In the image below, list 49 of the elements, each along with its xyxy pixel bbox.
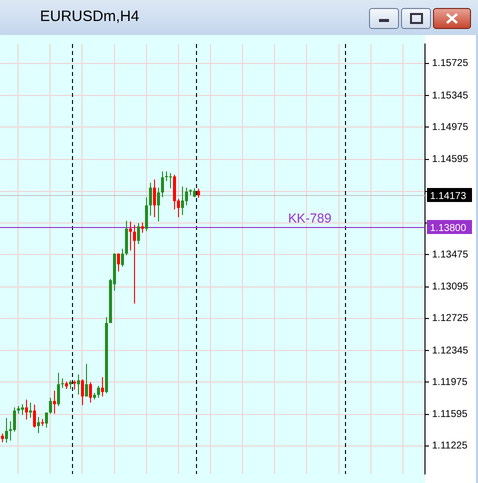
- candlestick: [149, 182, 152, 216]
- candlestick: [13, 406, 16, 432]
- y-tick-label: 1.11595: [432, 409, 468, 420]
- candlestick: [137, 222, 140, 244]
- y-tick-label: 1.14595: [432, 154, 469, 166]
- candlestick: [161, 171, 164, 198]
- candlestick: [185, 187, 188, 206]
- candlestick: [145, 196, 148, 232]
- candlestick: [89, 382, 92, 404]
- candlestick: [49, 397, 52, 414]
- text: 1.14173: [430, 190, 467, 202]
- y-tick-label: 1.12345: [432, 345, 469, 356]
- candlestick: [5, 418, 8, 444]
- y-tick-label: 1.15725: [432, 58, 469, 70]
- candlestick: [117, 252, 120, 272]
- candlestick: [193, 188, 196, 198]
- y-tick-label: 1.14975: [432, 122, 469, 133]
- text: 1.13800: [430, 222, 467, 234]
- candlestick: [45, 412, 48, 428]
- candlestick: [169, 172, 172, 189]
- candlestick: [165, 171, 168, 182]
- candlestick: [29, 402, 32, 418]
- candlestick: [101, 376, 104, 397]
- y-tick-label: 1.13095: [432, 282, 469, 293]
- candlestick: [121, 248, 124, 268]
- candlestick: [97, 385, 100, 398]
- candlestick: [133, 224, 136, 304]
- ref-line-label: KK-789: [288, 210, 332, 226]
- candlestick: [157, 187, 160, 222]
- y-tick-label: 1.15345: [432, 90, 469, 102]
- candlestick: [37, 416, 40, 434]
- candlestick: [197, 188, 200, 198]
- candlestick: [181, 186, 184, 216]
- candlestick: [25, 399, 28, 420]
- y-tick-label: 1.11225: [432, 440, 468, 452]
- candlestick: [21, 404, 24, 416]
- candlestick: [129, 220, 132, 251]
- y-tick-label: 1.11975: [432, 376, 468, 388]
- y-tick-label: 1.12725: [432, 313, 469, 324]
- candlestick: [81, 378, 84, 406]
- y-tick-label: 1.13475: [432, 249, 469, 260]
- candlestick: [85, 363, 88, 397]
- candlestick: [57, 372, 60, 407]
- candlestick: [73, 380, 76, 390]
- candlestick: [141, 222, 144, 234]
- candlestick: [53, 390, 56, 414]
- chart-title: EURUSDm,H4: [40, 8, 140, 25]
- candlestick: [153, 179, 156, 218]
- candlestick: [33, 404, 36, 428]
